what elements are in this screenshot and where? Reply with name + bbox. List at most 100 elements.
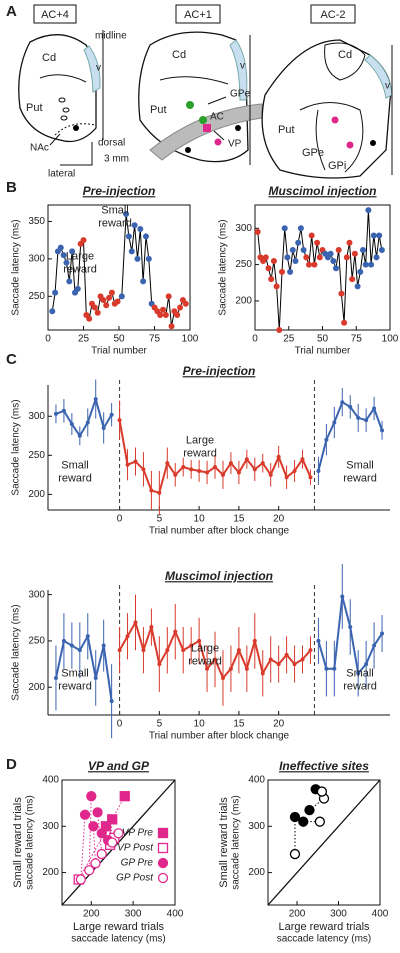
x-tick-label: 400 <box>372 909 389 920</box>
chart-title: Muscimol injection <box>268 184 376 198</box>
y-tick-label: 350 <box>28 216 45 227</box>
trial-point <box>338 290 345 297</box>
y-tick-label: 250 <box>28 636 45 647</box>
trial-point <box>134 255 141 262</box>
series-point <box>133 459 138 464</box>
series-point <box>117 648 122 653</box>
x-tick-label: 0 <box>252 334 258 345</box>
series-point <box>181 648 186 653</box>
trial-point <box>308 232 315 239</box>
trial-point <box>137 225 144 232</box>
series-point <box>292 468 297 473</box>
trial-point <box>316 254 323 261</box>
series-point <box>276 454 281 459</box>
trial-point <box>297 225 304 232</box>
series-point <box>85 420 90 425</box>
y-tick-label: 250 <box>235 259 252 270</box>
scatter-point <box>75 874 86 885</box>
trial-point <box>103 302 110 309</box>
series-point <box>61 638 66 643</box>
slice <box>138 31 249 163</box>
pair-line <box>80 814 86 880</box>
y-axis-label: saccade latency (ms) <box>25 795 36 889</box>
y-axis-label: Saccade latency (ms) <box>11 399 22 495</box>
trial-point <box>182 300 189 307</box>
x-tick-label: 20 <box>273 719 285 730</box>
scale-bar <box>60 142 93 166</box>
section-box <box>175 4 221 24</box>
trial-point <box>123 210 130 217</box>
trial-point <box>91 304 98 311</box>
trial-point <box>66 278 73 285</box>
trial-point <box>362 261 369 268</box>
series-point <box>157 490 162 495</box>
series-point <box>284 475 289 480</box>
x-axis-label: Trial number <box>295 346 351 357</box>
series-point <box>316 468 321 473</box>
trial-point <box>295 239 302 246</box>
series-point <box>252 638 257 643</box>
series-point <box>244 666 249 671</box>
x-tick-label: 0 <box>45 334 51 345</box>
x-axis-label: saccade latency (ms) <box>277 934 371 945</box>
x-tick-label: 200 <box>83 909 100 920</box>
trial-point <box>373 254 380 261</box>
scatter-point <box>92 807 103 818</box>
series-point <box>332 666 337 671</box>
x-axis-label: Large reward trials <box>278 921 370 933</box>
x-axis-label: Trial number <box>91 346 147 357</box>
trial-point <box>378 247 385 254</box>
x-tick-label: 300 <box>125 909 142 920</box>
x-tick-label: 20 <box>273 514 285 525</box>
annotation: reward <box>183 447 217 459</box>
annotation: reward <box>58 472 92 484</box>
scatter-point <box>79 809 91 820</box>
section-title: AC-2 <box>320 9 345 21</box>
y-axis-label: Small reward trials <box>12 797 24 888</box>
trial-point <box>262 254 269 261</box>
scatter-point <box>88 821 99 832</box>
unity-line <box>267 779 381 906</box>
trial-point <box>330 257 337 264</box>
trial-point <box>94 309 101 316</box>
series-point <box>228 461 233 466</box>
scatter-point <box>96 848 107 860</box>
label: GPe <box>230 89 250 100</box>
legend-label: VP Pre <box>122 828 154 839</box>
trial-point <box>128 248 135 255</box>
series-point <box>189 643 194 648</box>
series-point <box>356 671 361 676</box>
series-point <box>324 666 329 671</box>
trial-point <box>106 294 113 301</box>
series-point <box>268 657 273 662</box>
x-tick-label: 75 <box>351 334 363 345</box>
series-point <box>125 462 130 467</box>
trial-point <box>349 276 356 283</box>
pair-line <box>92 826 96 864</box>
annotation: Small <box>346 667 374 679</box>
series-point <box>348 404 353 409</box>
series-point <box>348 625 353 630</box>
boundary <box>159 76 229 85</box>
y-axis-label: Saccade latency (ms) <box>11 604 22 700</box>
legend-marker <box>157 827 169 839</box>
series-point <box>213 657 218 662</box>
series-point <box>109 412 114 417</box>
pointer <box>49 133 61 146</box>
series-point <box>244 457 249 462</box>
x-tick-label: 100 <box>182 334 199 345</box>
series-point <box>220 472 225 477</box>
series-point <box>157 662 162 667</box>
trial-point <box>279 268 285 275</box>
label: Put <box>278 124 295 136</box>
series-point <box>109 699 114 704</box>
chart-title: Pre-injection <box>183 364 256 378</box>
trial-point <box>376 232 383 239</box>
annotation: Small <box>101 204 129 216</box>
legend-marker <box>157 857 169 869</box>
legend-label: GP Pre <box>121 858 154 869</box>
label: GPi <box>328 160 346 172</box>
series-point <box>236 648 241 653</box>
series-point <box>260 461 265 466</box>
